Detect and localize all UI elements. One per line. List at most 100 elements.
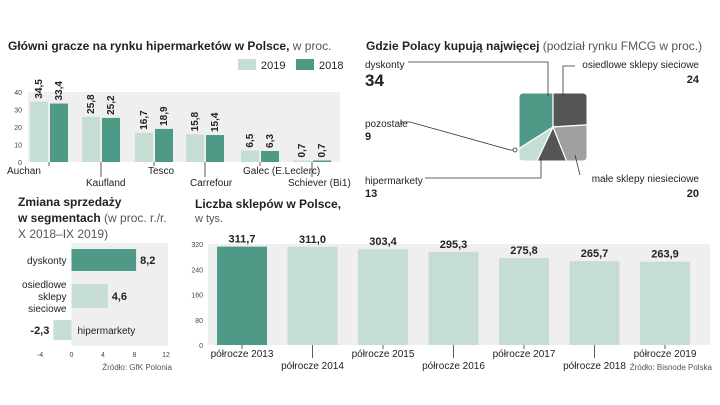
chart1-bar-2018 (261, 150, 279, 162)
chart4-category-label: półrocze 2019 (634, 349, 697, 360)
chart3-category-label: osiedlowe (22, 280, 67, 291)
chart1-bar-2019 (186, 134, 204, 162)
chart1-title: Główni gracze na rynku hipermarketów w P… (8, 39, 331, 53)
chart4-bar (428, 251, 479, 345)
chart2-leader (574, 154, 581, 176)
chart2-slice-label: osiedlowe sklepy sieciowe (582, 60, 699, 71)
chart1-bar-2018 (102, 117, 120, 162)
chart4-value-label: 311,7 (229, 234, 256, 246)
chart2-leader (408, 61, 549, 96)
chart4-title: Liczba sklepów w Polsce, (195, 197, 341, 211)
chart1-value-label: 15,8 (190, 111, 201, 131)
chart1-ytick: 0 (18, 160, 22, 167)
chart3-title-line1: Zmiana sprzedaży (18, 195, 122, 209)
chart3-xtick: -4 (37, 352, 43, 359)
chart4-value-label: 265,7 (581, 248, 609, 260)
chart1-category-label: Auchan (7, 166, 41, 177)
chart4-category-label: półrocze 2017 (493, 349, 556, 360)
chart1-bar-2018 (206, 135, 224, 162)
chart2-leader-dot (512, 147, 518, 153)
chart1-value-label: 18,9 (159, 106, 170, 126)
chart4-ytick: 240 (191, 267, 203, 274)
chart1-ytick: 20 (14, 125, 22, 132)
chart3-xtick: 8 (133, 352, 137, 359)
chart1-value-label: 34,5 (34, 79, 45, 99)
chart1-category-label: Kaufland (86, 178, 125, 189)
chart1-ytick: 30 (14, 108, 22, 115)
chart4-ytick: 0 (199, 343, 203, 350)
chart4-bar (287, 246, 338, 345)
chart1-value-label: 15,4 (210, 112, 221, 132)
legend-swatch-2019 (238, 59, 256, 70)
chart3-bar (71, 284, 108, 308)
chart1-value-label: 6,5 (245, 133, 256, 147)
chart2-slice-value: 20 (687, 188, 699, 200)
chart2-slice (519, 125, 555, 161)
chart2-slice-label: dyskonty (365, 60, 404, 71)
chart1-value-label: 0,7 (297, 143, 308, 157)
chart1-bar-2018 (155, 128, 173, 162)
chart4-bar (569, 261, 620, 345)
chart4-ytick: 160 (191, 293, 203, 300)
chart1-bar-2019 (82, 116, 100, 162)
chart1-value-label: 25,8 (86, 94, 97, 114)
chart3-xtick: 4 (101, 352, 105, 359)
chart4-category-label: półrocze 2016 (422, 361, 485, 372)
chart4-category-label: półrocze 2014 (281, 361, 344, 372)
chart4-value-label: 295,3 (440, 239, 468, 251)
chart4-bar (640, 261, 690, 345)
chart2-slice (552, 121, 587, 161)
chart3-category-label: hipermarkety (78, 326, 136, 337)
chart4-subtitle: w tys. (194, 213, 223, 225)
chart4-value-label: 311,0 (299, 234, 326, 246)
chart1-bar-2019 (135, 132, 153, 162)
chart1-bar-2018 (50, 103, 68, 162)
chart2-slice-label: pozostałe (365, 119, 408, 130)
chart1-panel (28, 92, 340, 162)
legend-label-2018: 2018 (319, 60, 343, 72)
chart2-leader (425, 157, 542, 179)
chart3-value-label: -2,3 (30, 325, 49, 337)
chart1-value-label: 25,2 (106, 95, 117, 115)
chart1-category-label: Tesco (148, 166, 175, 177)
chart3-bar (53, 320, 72, 340)
legend-swatch-2018 (296, 59, 314, 70)
chart3-xtick: 12 (162, 352, 170, 359)
chart2-slice-value: 34 (365, 71, 384, 90)
chart4-bar (499, 257, 549, 345)
chart4-ytick: 320 (191, 242, 203, 249)
chart3-title-line2: w segmentach (w proc. r./r. (17, 211, 167, 225)
chart3-value-label: 4,6 (112, 291, 127, 303)
chart2-title: Gdzie Polacy kupują najwięcej (podział r… (366, 39, 702, 53)
chart2-leader (400, 121, 515, 151)
chart4-bar (358, 249, 408, 345)
chart3-subtitle: X 2018–IX 2019) (18, 227, 108, 241)
chart3-value-label: 8,2 (140, 255, 155, 267)
chart4-category-label: półrocze 2015 (352, 349, 415, 360)
chart2-leader (562, 65, 575, 96)
chart3-source: Źródło: GfK Polonia (102, 363, 172, 372)
chart4-value-label: 275,8 (510, 245, 538, 257)
chart4-bar (217, 246, 267, 345)
chart1-ytick: 10 (14, 143, 22, 150)
chart4-value-label: 303,4 (369, 236, 397, 248)
chart1-bar-2019 (30, 101, 48, 162)
chart3-category-label: dyskonty (27, 256, 66, 267)
chart1-category-label: Galec (E.Leclerc) (243, 166, 320, 177)
chart4-ytick: 80 (195, 318, 203, 325)
chart3-xtick: 0 (70, 352, 74, 359)
chart2-frame (518, 92, 588, 162)
chart1-value-label: 6,3 (265, 134, 276, 148)
chart1-value-label: 16,7 (139, 110, 150, 130)
chart1-bar-2019 (293, 160, 311, 162)
chart1-bar-2018 (313, 160, 331, 162)
chart1-bar-2019 (241, 150, 259, 162)
chart3-bar (71, 249, 137, 271)
chart4-source: Źródło: Bisnode Polska (630, 363, 713, 372)
chart4-category-label: półrocze 2013 (211, 349, 274, 360)
chart2-slice-value: 9 (365, 131, 371, 143)
chart2-slice-label: hipermarkety (365, 176, 423, 187)
legend-label-2019: 2019 (261, 60, 285, 72)
chart3-category-label: sieciowe (28, 304, 67, 315)
